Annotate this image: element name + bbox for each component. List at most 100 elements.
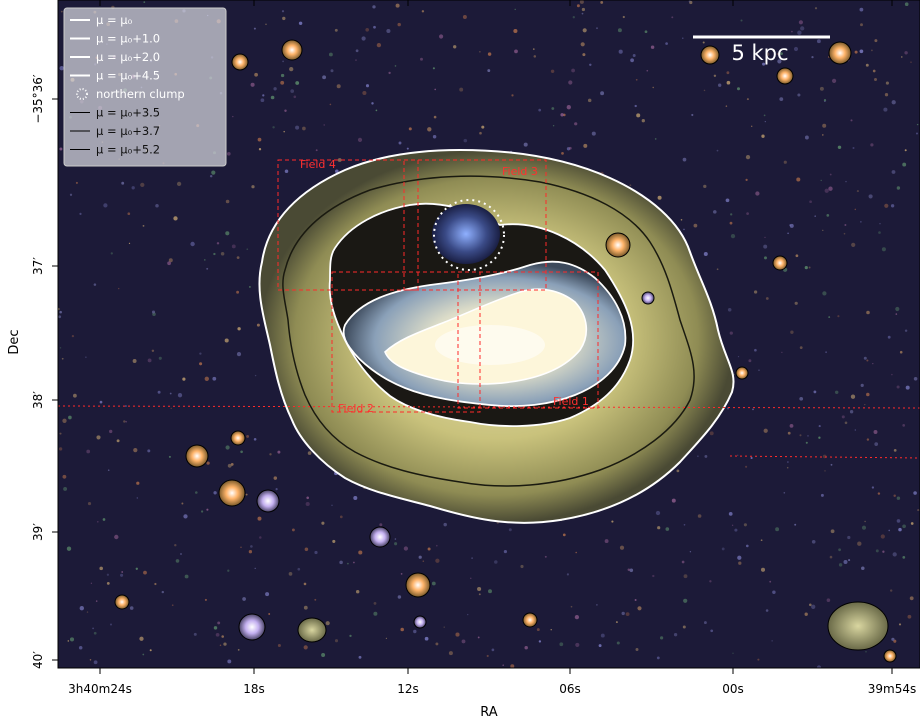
background-star xyxy=(691,113,694,117)
background-star xyxy=(248,285,251,288)
legend-entry-label: μ = μ₀+3.5 xyxy=(96,106,160,120)
background-star xyxy=(568,146,572,150)
background-star xyxy=(884,203,889,208)
background-star xyxy=(87,502,92,506)
background-star xyxy=(332,539,336,543)
background-star xyxy=(787,461,789,463)
background-star xyxy=(184,574,189,579)
background-star xyxy=(143,570,147,575)
background-star xyxy=(725,105,728,107)
background-star xyxy=(329,103,332,106)
background-star xyxy=(571,68,575,73)
background-star xyxy=(859,49,864,54)
background-star xyxy=(902,424,906,427)
background-star xyxy=(581,12,584,15)
background-star xyxy=(562,533,566,537)
background-star xyxy=(321,653,326,657)
background-star xyxy=(703,184,707,189)
background-star xyxy=(881,247,886,252)
background-star xyxy=(910,522,914,525)
background-star xyxy=(630,58,634,63)
background-star xyxy=(896,385,900,389)
background-star xyxy=(461,639,466,644)
background-star xyxy=(895,313,898,315)
background-star xyxy=(891,373,893,376)
background-star xyxy=(242,597,246,601)
background-star xyxy=(907,614,912,619)
background-star xyxy=(120,573,124,577)
background-star xyxy=(110,252,113,255)
background-star xyxy=(199,352,202,355)
background-star xyxy=(68,415,72,420)
background-star xyxy=(654,138,657,140)
background-star xyxy=(136,481,140,485)
x-tick-label: 06s xyxy=(559,682,581,696)
background-star xyxy=(566,573,569,576)
background-star xyxy=(697,514,702,518)
background-star xyxy=(779,97,784,101)
background-star xyxy=(703,621,707,625)
background-star xyxy=(844,224,847,226)
background-star xyxy=(206,508,209,511)
legend-entry-label: μ = μ₀+3.7 xyxy=(96,124,160,138)
background-star xyxy=(303,605,308,610)
background-star xyxy=(580,42,585,47)
background-star xyxy=(665,42,668,45)
background-star xyxy=(652,86,654,89)
background-star xyxy=(353,495,358,501)
background-star xyxy=(878,231,881,234)
background-star xyxy=(216,242,220,245)
background-star xyxy=(536,628,540,632)
background-star xyxy=(732,652,734,654)
background-star xyxy=(877,492,881,495)
background-star xyxy=(750,456,753,460)
background-star xyxy=(632,54,636,57)
background-star xyxy=(86,449,91,454)
background-star xyxy=(726,71,730,75)
background-star xyxy=(895,306,900,312)
background-star xyxy=(502,664,504,666)
x-axis-ticks: 3h40m24s 18s 12s 06s 00s 39m54s xyxy=(68,0,916,696)
background-star xyxy=(421,10,425,13)
scalebar-label: 5 kpc xyxy=(731,41,788,65)
background-star xyxy=(69,193,73,196)
background-star xyxy=(875,549,879,553)
background-star xyxy=(718,83,722,87)
background-star xyxy=(629,184,632,187)
galaxy-blob xyxy=(297,617,327,643)
background-star xyxy=(655,510,661,516)
background-star xyxy=(847,535,851,540)
background-star xyxy=(874,442,879,446)
background-star xyxy=(102,518,106,521)
northern-clump-marker xyxy=(433,199,505,271)
background-star xyxy=(799,434,802,437)
background-star xyxy=(538,640,542,643)
background-star xyxy=(403,546,409,551)
background-star xyxy=(167,261,171,266)
background-star xyxy=(427,547,431,551)
star xyxy=(641,291,655,305)
background-star xyxy=(418,555,422,559)
legend-entry-label: μ = μ₀+4.5 xyxy=(96,69,160,83)
background-star xyxy=(227,463,232,468)
background-star xyxy=(550,69,555,74)
background-star xyxy=(435,642,439,646)
background-star xyxy=(180,553,182,555)
background-star xyxy=(826,214,830,217)
background-star xyxy=(358,655,362,659)
background-star xyxy=(901,56,903,58)
background-star xyxy=(665,527,670,531)
background-star xyxy=(173,216,178,221)
background-star xyxy=(220,252,225,256)
background-star xyxy=(737,555,742,560)
background-star xyxy=(273,87,277,91)
background-star xyxy=(257,516,262,521)
background-star xyxy=(284,169,289,173)
background-star xyxy=(904,2,909,7)
background-star xyxy=(814,7,818,10)
background-star xyxy=(365,84,370,88)
background-star xyxy=(713,74,717,78)
x-tick-label: 00s xyxy=(722,682,744,696)
background-star xyxy=(289,66,294,72)
background-star xyxy=(323,124,325,126)
